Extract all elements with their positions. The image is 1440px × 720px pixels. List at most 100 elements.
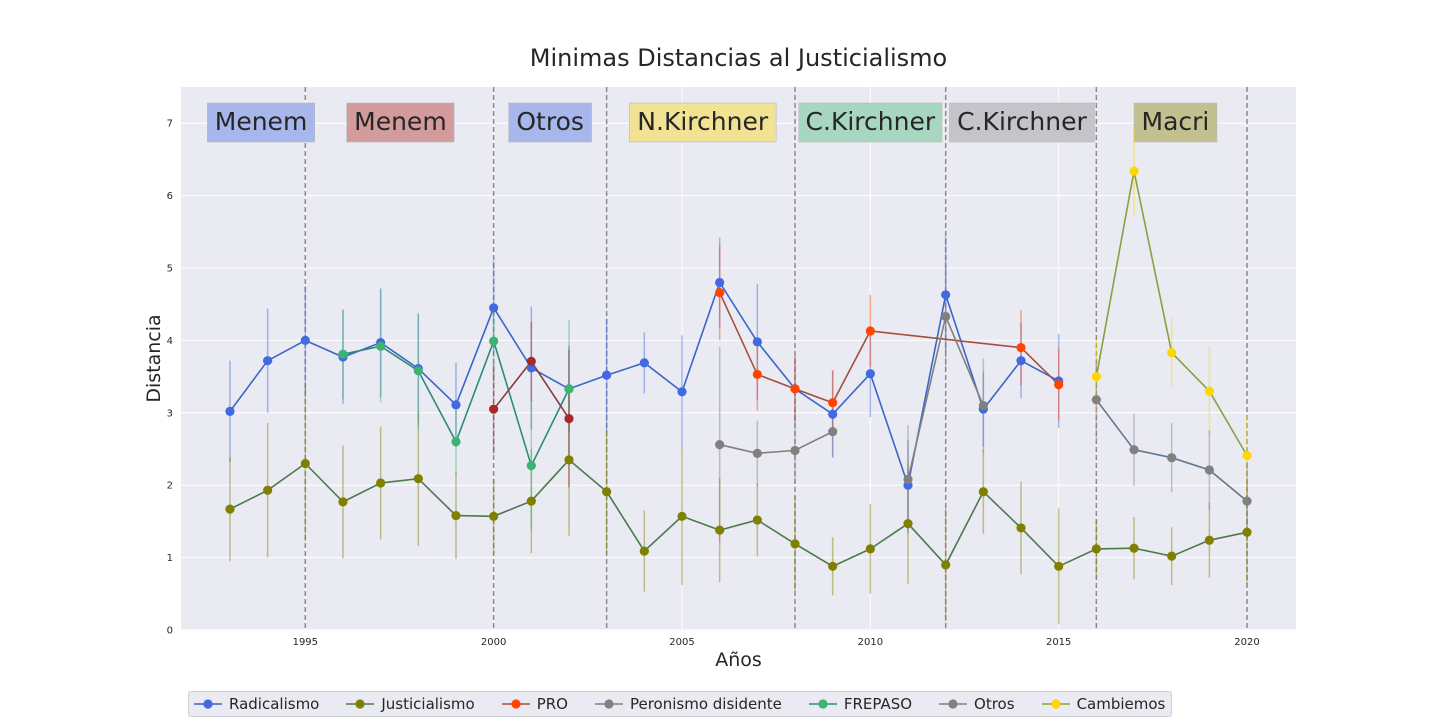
legend-item: Cambiemos: [1041, 695, 1166, 713]
data-point: [828, 561, 838, 571]
legend-label: Radicalismo: [229, 695, 320, 713]
legend-item: PRO: [501, 695, 594, 713]
legend-swatch: [346, 699, 375, 709]
data-point: [225, 504, 235, 514]
data-point: [263, 485, 273, 495]
data-point: [790, 384, 800, 394]
data-point: [639, 358, 649, 368]
era-label: Macri: [1142, 107, 1210, 136]
legend-label: Cambiemos: [1076, 695, 1166, 713]
data-point: [1091, 544, 1101, 554]
data-point: [451, 511, 461, 521]
legend-label: PRO: [536, 695, 568, 713]
data-point: [903, 474, 913, 485]
data-point: [1129, 166, 1139, 176]
legend-swatch: [808, 699, 837, 709]
era-label: C.Kirchner: [806, 107, 936, 136]
data-point: [828, 409, 838, 419]
y-tick-label: 7: [167, 119, 173, 130]
data-point: [489, 404, 499, 414]
series-line: [719, 430, 834, 455]
x-tick-label: 2020: [1234, 637, 1259, 648]
data-point: [828, 398, 838, 408]
data-point: [865, 326, 875, 336]
y-axis-label: Distancia: [143, 314, 165, 402]
legend-swatch: [939, 699, 968, 709]
data-point: [1091, 395, 1101, 405]
x-tick-label: 2010: [858, 637, 883, 648]
x-axis-label: Años: [715, 649, 762, 671]
legend-item: Radicalismo: [193, 695, 345, 713]
y-tick-label: 5: [167, 264, 173, 275]
data-point: [1204, 535, 1214, 545]
data-point: [602, 487, 612, 497]
x-tick-label: 2015: [1046, 637, 1071, 648]
data-point: [1242, 450, 1252, 461]
era-label-box: [798, 102, 943, 143]
era-label: C.Kirchner: [957, 107, 1087, 136]
data-point: [1204, 465, 1214, 475]
legend-item: Justicialismo: [345, 695, 500, 713]
x-tick-label: 2000: [481, 637, 506, 648]
y-tick-label: 1: [167, 553, 173, 564]
data-point: [564, 384, 574, 394]
data-point: [790, 539, 800, 549]
data-point: [376, 478, 386, 488]
era-label-box: [207, 102, 316, 143]
data-point: [1054, 561, 1064, 571]
data-point: [1167, 551, 1177, 561]
era-label-box: [1133, 102, 1218, 143]
data-point: [1129, 445, 1139, 455]
era-label-box: [508, 102, 592, 143]
data-point: [338, 497, 348, 507]
data-point: [1167, 348, 1177, 358]
data-point: [828, 427, 838, 437]
plot-area: [181, 87, 1296, 630]
legend-label: Otros: [974, 695, 1015, 713]
data-point: [1167, 453, 1177, 463]
data-point: [526, 461, 536, 471]
data-point: [602, 370, 612, 380]
era-label: Menem: [354, 107, 447, 136]
era-label-box: [628, 102, 777, 143]
data-point: [677, 511, 687, 521]
data-point: [526, 496, 536, 506]
data-point: [526, 363, 536, 373]
data-point: [263, 356, 273, 366]
data-point: [338, 349, 348, 359]
legend-item: Peronismo disidente: [594, 695, 808, 713]
legend-label: Peronismo disidente: [629, 695, 782, 713]
era-label: Menem: [215, 107, 308, 136]
data-point: [715, 288, 725, 298]
data-point: [715, 440, 725, 450]
legend-label: Justicialismo: [381, 695, 475, 713]
legend-item: Otros: [938, 695, 1041, 713]
data-point: [677, 387, 687, 397]
y-tick-label: 2: [167, 481, 173, 492]
data-point: [1054, 379, 1064, 390]
data-point: [489, 303, 499, 313]
legend-swatch: [1041, 699, 1070, 709]
data-point: [941, 311, 951, 322]
series-line: [229, 458, 1248, 568]
data-point: [225, 406, 235, 416]
axis-ticks: 0 1 2 3 4 5 6 7 1995 2000 2005 2010 2015 2020: [167, 119, 1260, 648]
era-labels: Menem Menem Otros N.Kirchner C.Kirchner C.Kir…: [207, 102, 1218, 143]
data-point: [715, 525, 725, 535]
data-point: [564, 413, 574, 424]
era-label: Otros: [516, 107, 584, 136]
legend-swatch: [194, 699, 222, 709]
data-point: [865, 369, 875, 379]
data-point: [978, 487, 988, 497]
data-point: [752, 515, 762, 525]
data-point: [1016, 356, 1026, 366]
data-point: [1016, 523, 1026, 533]
era-label-box: [346, 102, 455, 143]
y-tick-label: 6: [167, 191, 173, 202]
data-point: [526, 356, 536, 366]
data-point: [1016, 343, 1026, 353]
data-point: [451, 400, 461, 410]
data-point: [941, 560, 951, 570]
data-point: [413, 366, 423, 376]
chart-legend: Radicalismo Justicialismo PRO Peronismo dis…: [188, 691, 1173, 717]
